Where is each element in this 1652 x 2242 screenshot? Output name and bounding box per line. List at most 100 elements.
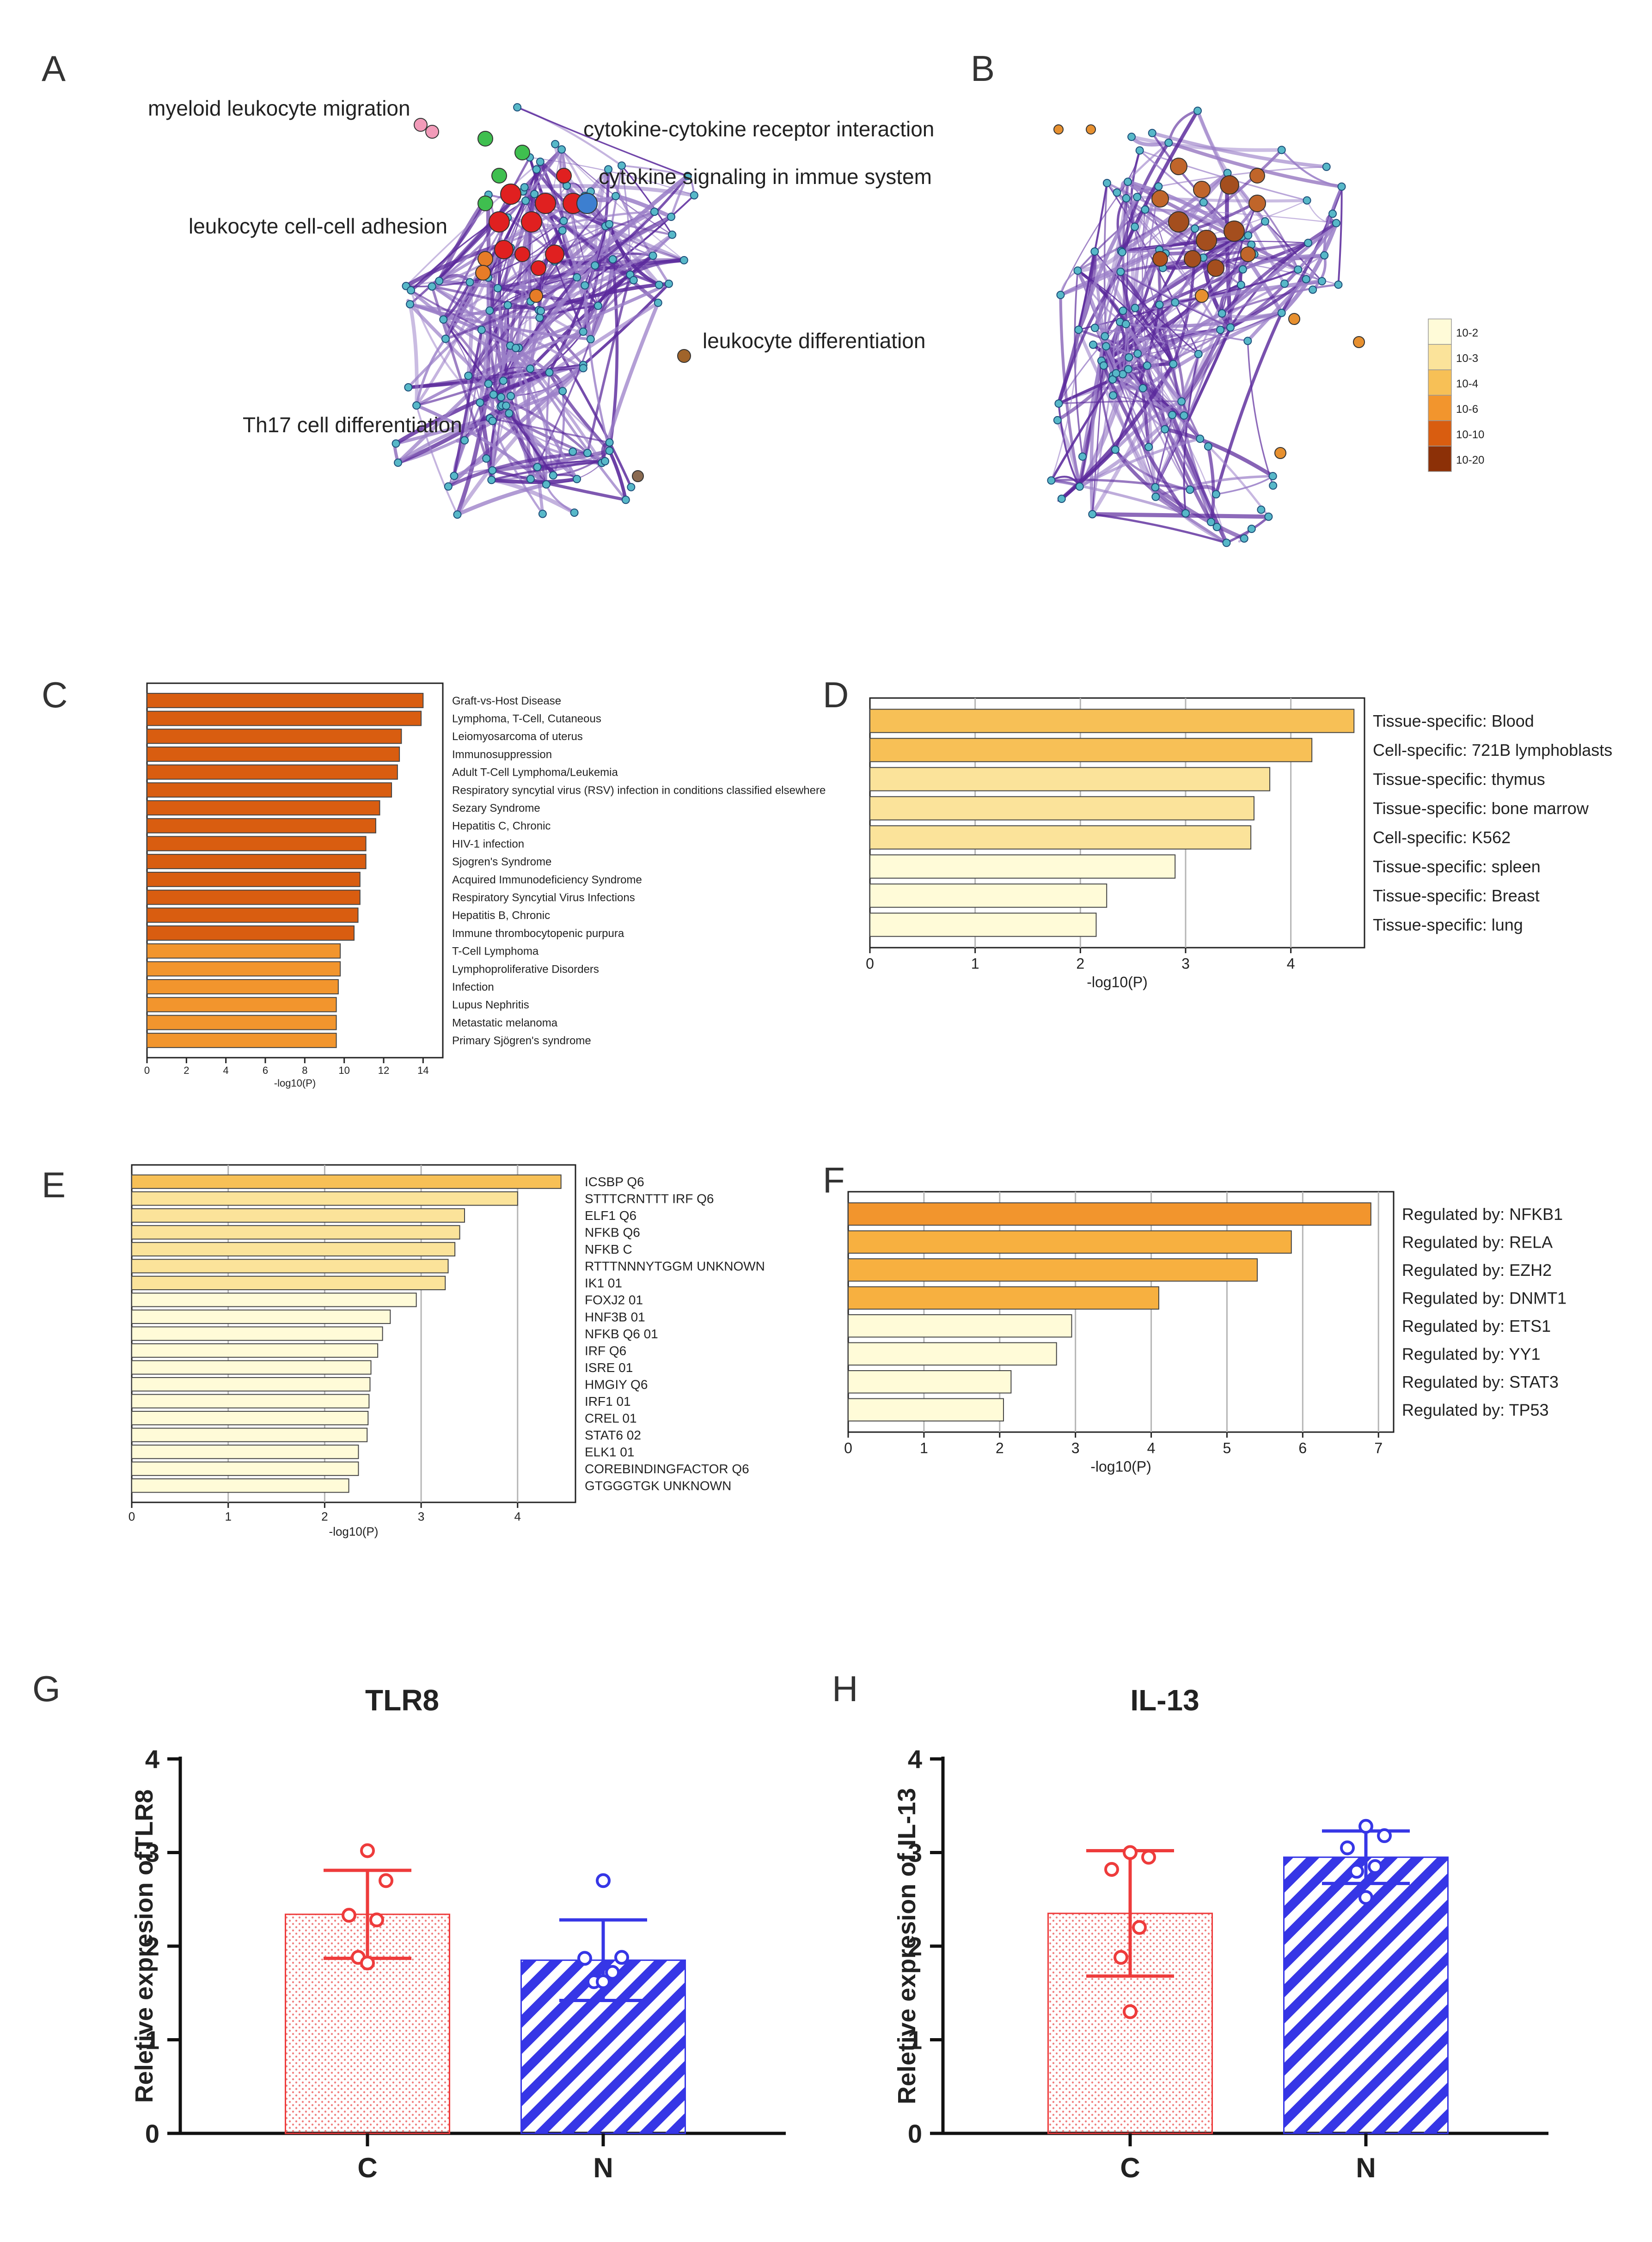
network-node-highlight [1151,190,1169,208]
network-edge [502,305,508,406]
network-edge [1094,327,1209,447]
bar [131,1293,417,1307]
network-node [1074,325,1083,334]
network-node [1057,495,1066,503]
network-edge [1079,437,1200,488]
network-node [485,306,494,315]
network-edge [1131,135,1282,152]
network-node [664,279,673,288]
network-edge [1147,327,1232,448]
category-label: HIV-1 infection [452,838,524,850]
bar [147,746,400,762]
network-node [1222,539,1231,547]
x-axis-label: -log10(P) [329,1525,379,1538]
network-node [1303,196,1311,205]
network-node [428,282,436,291]
network-node [1099,361,1108,370]
network-edge [540,149,563,311]
bar-chart-f: Regulated by: NFKB1 Regulated by: RELA Reg… [844,1191,1566,1475]
category-label: Regulated by: DNMT1 [1402,1288,1566,1307]
network-node [1180,411,1188,420]
network-node-highlight [1240,246,1256,262]
network-edge [407,260,556,388]
network-node [1112,369,1120,378]
network-node [1118,370,1127,379]
network-edge [1155,475,1273,498]
legend-swatch [1428,446,1452,472]
network-edge [508,345,578,480]
network-node [1226,323,1235,332]
x-tick-label: C [1120,2152,1140,2183]
bar [147,961,341,977]
network-node [412,401,421,410]
bar [131,1242,456,1256]
network-edge [1221,221,1337,315]
network-edge [1154,486,1227,545]
y-tick-label: 1 [145,2026,159,2055]
network-node [1268,472,1277,480]
network-node [464,371,473,380]
data-point [360,1843,375,1858]
category-label: T-Cell Lymphoma [452,945,539,958]
legend-label: 10-2 [1456,327,1478,339]
x-tick-label: 8 [302,1065,307,1076]
network-node [406,300,415,309]
network-edge [1172,282,1285,365]
network-edge [486,195,506,381]
bar [147,997,337,1012]
bar [147,854,367,870]
network-edge [1126,323,1248,342]
network-node [1334,280,1343,289]
network-node [608,255,617,264]
bar [147,729,402,744]
x-tick-label: 4 [223,1065,229,1076]
category-label: Graft-vs-Host Disease [452,695,561,707]
x-axis-label: -log10(P) [1087,974,1148,991]
category-label: Lymphoma, T-Cell, Cutaneous [452,712,601,725]
network-edge [481,329,610,452]
network-edge [1137,353,1191,490]
network-edge [1115,373,1166,430]
network-node [559,216,568,225]
data-point [1358,1890,1373,1905]
network-node [444,482,453,491]
network-edge [508,345,545,514]
network-node-highlight [477,196,493,211]
network-edge [489,417,602,465]
network-node [557,145,566,154]
network-edge [491,460,606,481]
network-edge [1060,448,1117,500]
data-point [577,1951,592,1966]
network-edge [509,195,617,346]
network-edge [1125,198,1128,325]
x-tick-label: 2 [996,1440,1004,1457]
network-nodes [392,103,698,519]
network-node [1121,320,1130,329]
bar [147,925,355,941]
network-edge [1124,323,1183,403]
network-edge [607,169,670,285]
network-node [489,390,498,399]
enrichment-network-a [392,103,698,519]
bar [848,1398,1004,1421]
category-label: Regulated by: NFKB1 [1402,1205,1563,1224]
network-edge [453,330,483,476]
network-edge [1092,512,1269,519]
category-label: Respiratory syncytial virus (RSV) infect… [452,784,826,796]
category-label: COREBINDINGFACTOR Q6 [585,1462,749,1476]
legend-label: 10-3 [1456,352,1478,365]
network-node [1194,349,1203,358]
network-node [1260,217,1269,226]
network-node [488,417,497,425]
network-edge [466,282,473,376]
network-edge [540,233,673,313]
network-node-highlight [531,260,546,276]
network-node [1302,275,1310,283]
bar [869,854,1176,879]
bar [869,738,1313,762]
data-point [614,1950,629,1965]
network-node [655,281,663,289]
network-node [579,364,587,373]
network-node [573,273,581,282]
network-node [535,313,544,322]
